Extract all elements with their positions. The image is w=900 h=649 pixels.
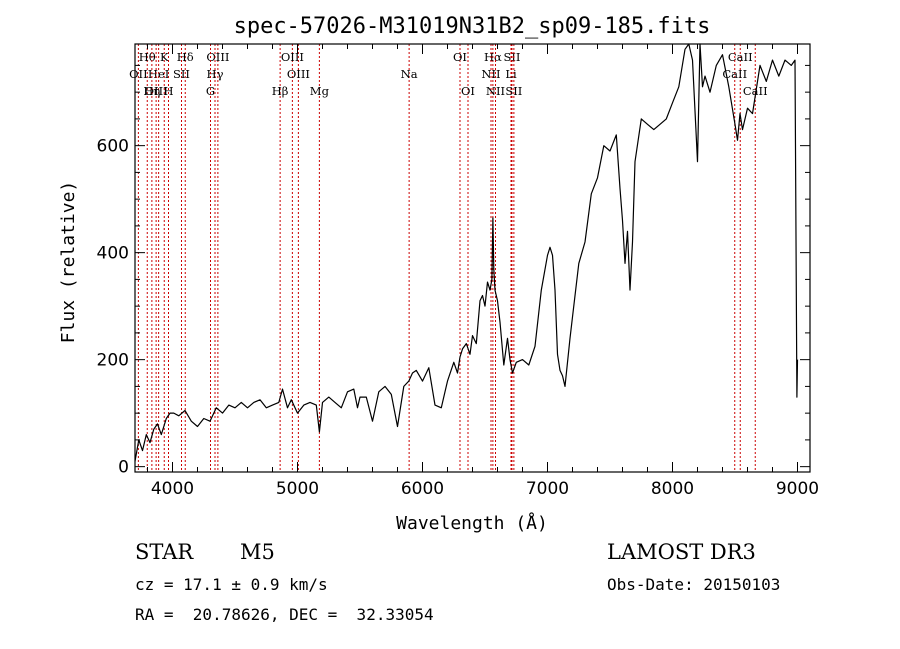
x-tick-label: 4000 [151, 479, 194, 499]
spectral-line-label: SII [504, 50, 521, 64]
spectral-line-label: H [163, 84, 173, 98]
x-axis-label: Wavelength (Å) [396, 512, 548, 534]
spectral-line-label: OIII [145, 84, 168, 98]
spectral-line-label: CaII [722, 67, 747, 81]
spectral-line-label: NII [486, 84, 505, 98]
spectral-line-label: OIII [281, 50, 304, 64]
y-axis-label: Flux (relative) [58, 181, 79, 344]
spectral-line-label: Hβ [272, 84, 289, 98]
spectral-line-label: NII [481, 67, 500, 81]
x-tick-label: 6000 [401, 479, 444, 499]
object-class: STAR [135, 540, 194, 564]
x-tick-label: 8000 [651, 479, 694, 499]
y-tick-label: 0 [118, 458, 129, 478]
axes-group: 4000 5000 6000 7000 8000 9000 0 200 400 600 [97, 43, 819, 499]
x-tick-label: 7000 [526, 479, 569, 499]
object-subclass: M5 [240, 540, 275, 564]
y-tick-label: 200 [97, 351, 129, 371]
y-tick-label: 600 [97, 137, 129, 157]
spectral-line-label: CaII [728, 50, 753, 64]
y-tick-label: 400 [97, 244, 129, 264]
spectral-line-label: CaII [743, 84, 768, 98]
x-tick-label: 9000 [776, 479, 819, 499]
redshift-velocity: cz = 17.1 ± 0.9 km/s [135, 575, 328, 594]
flux-series-line [134, 43, 799, 462]
spectral-line-label: SII [173, 67, 190, 81]
spectral-line-label: Li [505, 67, 517, 81]
coordinates: RA = 20.78626, DEC = 32.33054 [135, 605, 434, 624]
chart-title: spec-57026-M31019N31B2_sp09-185.fits [234, 14, 711, 39]
survey-name: LAMOST DR3 [607, 540, 756, 564]
spectral-line-label: Hγ [207, 67, 224, 81]
spectral-line-label: SII [505, 84, 522, 98]
spectral-line-label: Hθ [139, 50, 156, 64]
spectral-line-label: Hα [484, 50, 502, 64]
plot-frame [134, 43, 811, 473]
spectral-line-label: K [160, 50, 169, 64]
spectral-line-label: OIII [206, 50, 229, 64]
spectral-line-label: HeI [148, 67, 169, 81]
spectral-line-label: Hδ [177, 50, 194, 64]
flux-series-group [134, 43, 799, 462]
x-tick-label: 5000 [276, 479, 319, 499]
observation-date: Obs-Date: 20150103 [607, 575, 781, 594]
spectral-line-label: G [206, 84, 215, 98]
spectral-line-label: Mg [310, 84, 330, 98]
spectral-line-label: Hη [143, 84, 160, 98]
spectral-line-label: OII [129, 67, 148, 81]
spectral-line-label: Na [401, 67, 418, 81]
spectral-line-label: OIII [287, 67, 310, 81]
spectral-line-label: OI [453, 50, 467, 64]
spectral-line-label: OI [461, 84, 475, 98]
